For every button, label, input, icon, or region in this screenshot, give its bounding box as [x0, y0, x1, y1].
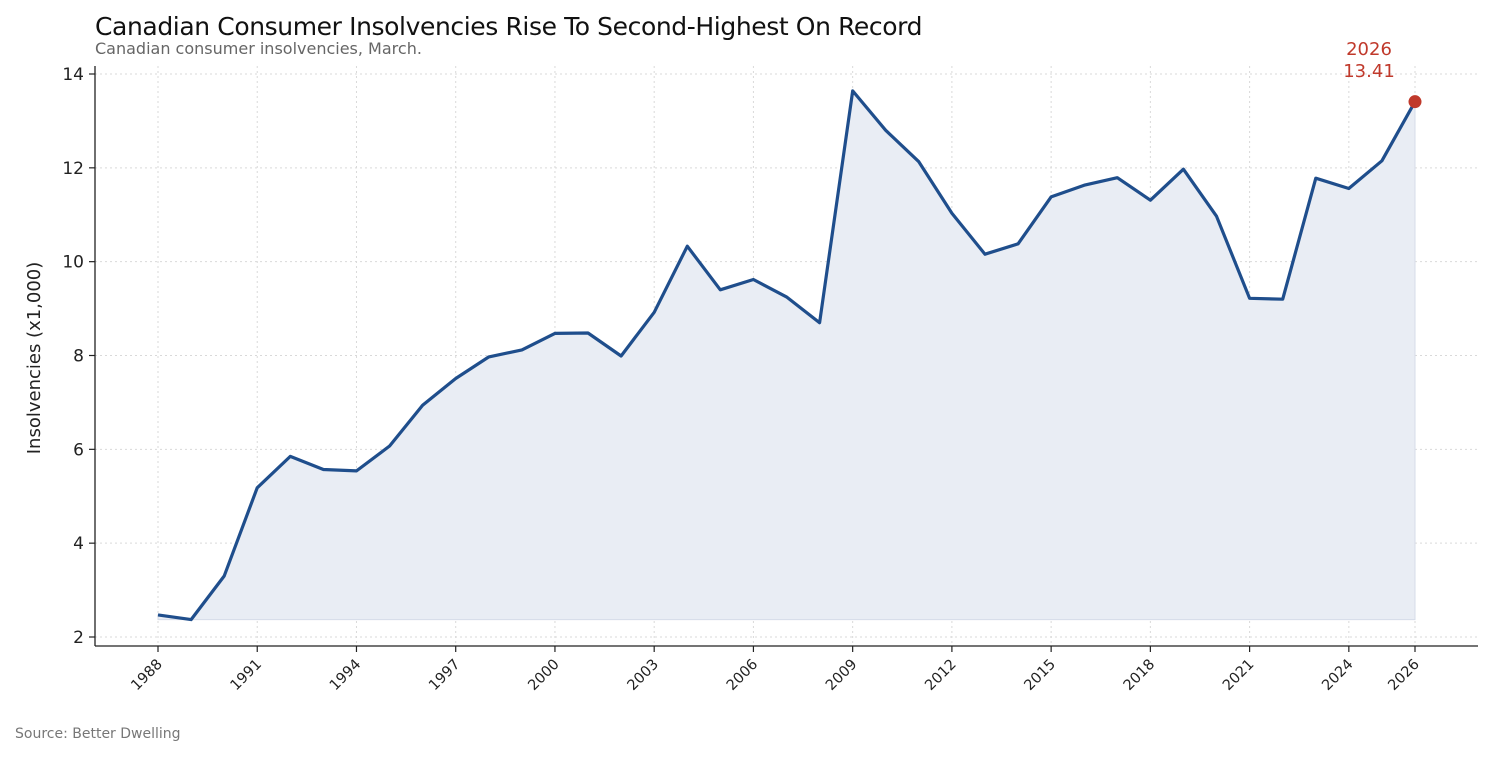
y-tick-label: 14 — [62, 65, 84, 85]
x-tick-label: 2015 — [1022, 657, 1059, 694]
chart-subtitle: Canadian consumer insolvencies, March. — [95, 39, 422, 58]
x-tick-label: 1997 — [426, 657, 463, 694]
series-line — [157, 89, 1417, 622]
y-axis-ticks: 2 4 6 8 10 12 14 — [62, 65, 95, 648]
x-tick-label: 2009 — [823, 657, 860, 694]
y-tick-label: 12 — [62, 159, 84, 179]
y-tick-label: 8 — [73, 347, 84, 367]
x-axis-ticks: 1988 1991 1994 1997 2000 2003 2006 2009 2012 2015… — [128, 646, 1423, 694]
x-tick-label: 2018 — [1121, 657, 1158, 694]
x-tick-label: 2000 — [525, 657, 562, 694]
x-tick-label: 1994 — [327, 657, 364, 694]
highlight-point-2026 — [1408, 95, 1422, 109]
x-tick-label: 2012 — [922, 657, 959, 694]
x-tick-label: 2021 — [1220, 657, 1257, 694]
y-tick-label: 10 — [62, 253, 84, 273]
y-tick-label: 4 — [73, 534, 84, 554]
x-tick-label: 2006 — [724, 657, 761, 694]
source-note: Source: Better Dwelling — [15, 726, 181, 742]
y-tick-label: 6 — [73, 440, 84, 460]
chart-title: Canadian Consumer Insolvencies Rise To S… — [95, 12, 923, 41]
x-tick-label: 1988 — [128, 657, 165, 694]
x-tick-label: 1991 — [228, 657, 265, 694]
annotation-year: 2026 — [1346, 39, 1392, 60]
y-axis-label: Insolvencies (x1,000) — [24, 262, 45, 455]
x-tick-label: 2003 — [625, 657, 662, 694]
x-tick-label: 2026 — [1385, 657, 1422, 694]
y-tick-label: 2 — [73, 628, 84, 648]
x-tick-label: 2024 — [1319, 657, 1356, 694]
annotation-value: 13.41 — [1343, 61, 1395, 82]
